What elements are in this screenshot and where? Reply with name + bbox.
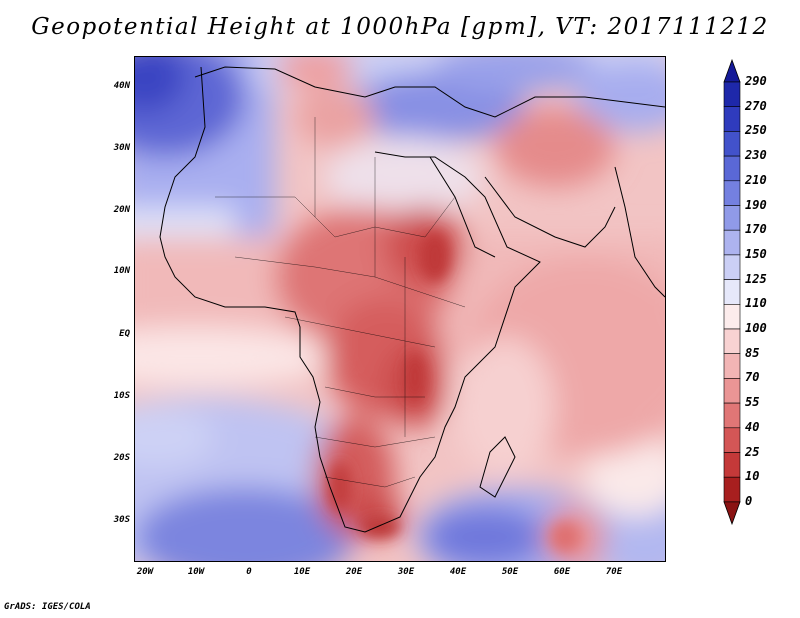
lon-label-0: 0 [246,567,252,577]
colorbar-top-triangle [723,58,741,83]
colorbar-label: 0 [745,493,753,508]
geopotential-field [135,57,665,561]
lat-label-30S: 30S [113,515,130,525]
lon-label-10W: 10W [187,567,205,577]
lat-label-30N: 30N [113,143,130,153]
lat-label-20N: 20N [113,205,130,215]
colorbar-label: 150 [745,246,767,261]
lat-label-40N: 40N [113,81,130,91]
colorbar-label: 70 [745,370,760,385]
colorbar-segment [723,279,741,305]
lon-label-70E: 70E [605,567,623,577]
colorbar-label: 40 [745,419,760,434]
lat-label-10S: 10S [113,391,130,401]
map-title: Geopotential Height at 1000hPa [gpm], VT… [31,14,769,40]
colorbar-label: 210 [745,172,767,187]
colorbar-label: 55 [745,395,760,410]
lon-label-10E: 10E [293,567,311,577]
colorbar-segment [723,106,741,132]
colorbar-segment [723,476,741,503]
colorbar-segment [723,205,741,231]
colorbar-segment [723,402,741,429]
colorbar-label: 270 [745,98,767,113]
lon-label-40E: 40E [449,567,467,577]
colorbar-segment [723,304,741,330]
colorbar-label: 100 [745,321,767,335]
lat-label-eq: EQ [119,329,130,339]
colorbar-label: 25 [745,444,760,459]
lon-label-50E: 50E [501,567,519,577]
colorbar-segment [723,427,741,453]
colorbar-segment [723,328,741,355]
lat-label-10N: 10N [113,266,130,276]
grads-credit: GrADS: IGES/COLA [4,602,91,612]
colorbar-label: 125 [745,271,767,286]
lat-label-20S: 20S [113,453,130,463]
country-borders [215,117,466,488]
colorbar-label: 110 [745,296,767,311]
colorbar [723,58,741,526]
colorbar-label: 170 [745,222,767,237]
colorbar-label: 250 [745,123,767,138]
colorbar-label: 85 [745,345,760,360]
colorbar-segment [723,452,741,478]
colorbar-label: 230 [745,148,767,163]
colorbar-segment [723,353,741,379]
colorbar-segment [723,81,741,108]
colorbar-label: 10 [745,469,760,484]
map-plot-area [134,56,666,562]
colorbar-segment [723,378,741,404]
coastlines [159,66,665,533]
colorbar-label: 290 [745,74,767,88]
lon-label-30E: 30E [397,567,415,577]
colorbar-bottom-triangle [723,501,741,526]
colorbar-segment [723,180,741,206]
lon-label-20W: 20W [136,567,154,577]
lon-label-60E: 60E [553,567,571,577]
colorbar-segment [723,254,741,280]
colorbar-label: 190 [745,197,767,212]
colorbar-segment [723,131,741,157]
colorbar-segment [723,229,741,256]
colorbar-segment [723,155,741,182]
lon-label-20E: 20E [345,567,363,577]
